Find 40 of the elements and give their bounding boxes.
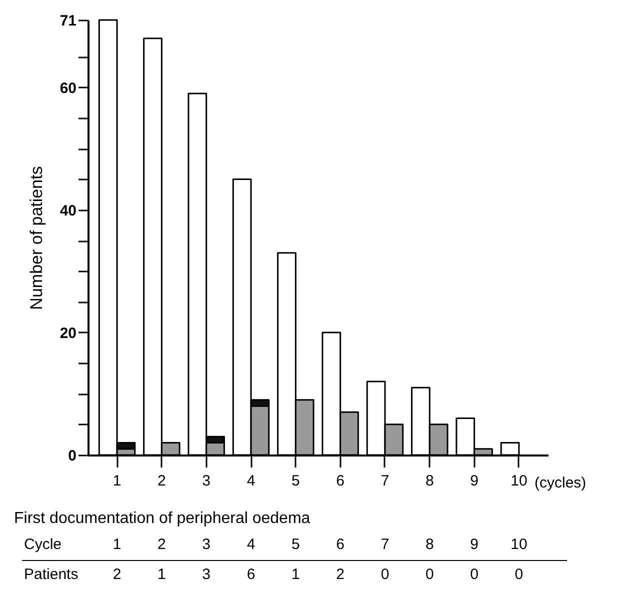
y-tick-label: 60 xyxy=(60,80,76,97)
x-axis-title: (cycles) xyxy=(534,474,586,492)
text: 5 xyxy=(291,536,300,553)
text: 6 xyxy=(336,536,344,553)
text: 8 xyxy=(425,536,434,553)
x-tick-label: 3 xyxy=(202,472,211,490)
x-tick-label: 10 xyxy=(510,472,528,490)
text: 9 xyxy=(470,536,478,553)
text: 0 xyxy=(514,566,524,583)
text: 3 xyxy=(202,566,211,583)
y-tick-label: 20 xyxy=(60,324,76,342)
text: 0 xyxy=(380,566,390,583)
text: 2 xyxy=(158,536,166,553)
text: 2 xyxy=(336,566,344,583)
text: 2 xyxy=(112,566,122,583)
text: 0 xyxy=(425,566,434,583)
x-tick-label: 5 xyxy=(292,472,300,490)
x-tick-label: 2 xyxy=(158,472,166,490)
x-tick-label: 8 xyxy=(425,472,434,490)
x-tick-label: 4 xyxy=(246,472,256,490)
text: Cycle xyxy=(24,536,62,553)
text: 1 xyxy=(112,536,122,553)
text: 0 xyxy=(470,566,478,583)
text: 3 xyxy=(202,536,211,553)
x-tick-label: 9 xyxy=(470,472,478,490)
x-tick-label: 6 xyxy=(336,472,344,490)
x-tick-label: 7 xyxy=(380,472,390,490)
text: 7 xyxy=(380,536,390,553)
text: 4 xyxy=(246,536,256,553)
text: Patients xyxy=(24,566,78,583)
y-tick-label: 40 xyxy=(60,202,76,220)
text: 6 xyxy=(246,566,256,583)
y-tick-label: 0 xyxy=(68,448,76,464)
y-axis-title: Number of patients xyxy=(26,166,46,310)
text: 10 xyxy=(510,536,528,553)
text: 1 xyxy=(158,566,166,583)
y-tick-label: 71 xyxy=(60,12,76,30)
text: First documentation of peripheral oedema xyxy=(14,510,310,528)
x-tick-label: 1 xyxy=(112,472,122,490)
text: 1 xyxy=(291,566,300,583)
